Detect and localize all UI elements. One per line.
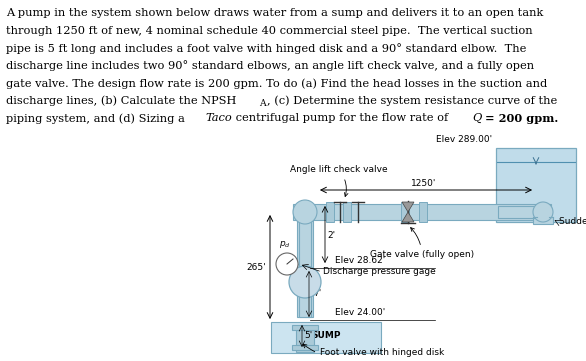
Circle shape xyxy=(533,202,553,222)
Text: Discharge pressure gage: Discharge pressure gage xyxy=(323,268,436,277)
Text: Gate valve (fully open): Gate valve (fully open) xyxy=(370,227,474,259)
Text: 265': 265' xyxy=(246,262,266,271)
Text: 1250': 1250' xyxy=(411,179,437,188)
Bar xyxy=(293,204,551,220)
Bar xyxy=(326,202,334,222)
Text: Sudden enlargement: Sudden enlargement xyxy=(559,217,586,226)
Text: = 200 gpm.: = 200 gpm. xyxy=(481,113,558,124)
Bar xyxy=(299,268,311,317)
Text: Elev 289.00': Elev 289.00' xyxy=(436,135,492,144)
Text: discharge line includes two 90° standard elbows, an angle lift check valve, and : discharge line includes two 90° standard… xyxy=(6,61,534,71)
Text: centrifugal pump for the flow rate of: centrifugal pump for the flow rate of xyxy=(232,113,452,123)
Bar xyxy=(297,220,313,317)
Text: Foot valve with hinged disk: Foot valve with hinged disk xyxy=(303,344,444,357)
Text: pipe is 5 ft long and includes a foot valve with hinged disk and a 90° standard : pipe is 5 ft long and includes a foot va… xyxy=(6,43,526,54)
Bar xyxy=(271,322,381,353)
Text: A: A xyxy=(259,99,265,108)
Bar xyxy=(296,327,314,352)
Text: Angle lift check valve: Angle lift check valve xyxy=(290,165,387,196)
Polygon shape xyxy=(402,212,414,222)
Circle shape xyxy=(289,266,321,298)
Circle shape xyxy=(293,200,317,224)
Text: gate valve. The design flow rate is 200 gpm. To do (a) Find the head losses in t: gate valve. The design flow rate is 200 … xyxy=(6,78,547,88)
Text: piping system, and (d) Sizing a: piping system, and (d) Sizing a xyxy=(6,113,189,123)
Bar xyxy=(498,206,535,218)
Text: Taco: Taco xyxy=(205,113,231,123)
Bar xyxy=(299,220,311,268)
Text: $p_d$: $p_d$ xyxy=(279,239,291,250)
Bar xyxy=(292,325,318,330)
Bar xyxy=(401,202,409,222)
Polygon shape xyxy=(402,202,414,212)
Text: 2': 2' xyxy=(327,231,335,239)
Text: Elev 24.00': Elev 24.00' xyxy=(335,308,385,317)
Text: , (c) Determine the system resistance curve of the: , (c) Determine the system resistance cu… xyxy=(267,96,557,106)
Bar xyxy=(292,344,318,349)
Text: 7': 7' xyxy=(313,290,321,299)
Text: Q: Q xyxy=(472,113,481,123)
Bar xyxy=(419,202,427,222)
Bar xyxy=(537,220,549,222)
Bar xyxy=(343,202,351,222)
Text: 5': 5' xyxy=(304,331,312,340)
Text: discharge lines, (b) Calculate the NPSH: discharge lines, (b) Calculate the NPSH xyxy=(6,96,236,106)
Text: A pump in the system shown below draws water from a sump and delivers it to an o: A pump in the system shown below draws w… xyxy=(6,8,543,18)
Text: through 1250 ft of new, 4 nominal schedule 40 commercial steel pipe.  The vertic: through 1250 ft of new, 4 nominal schedu… xyxy=(6,26,533,35)
Bar xyxy=(533,217,553,224)
Circle shape xyxy=(276,253,298,275)
Bar xyxy=(496,148,576,222)
Text: Elev 28.62': Elev 28.62' xyxy=(335,256,385,265)
Text: SUMP: SUMP xyxy=(311,331,340,340)
